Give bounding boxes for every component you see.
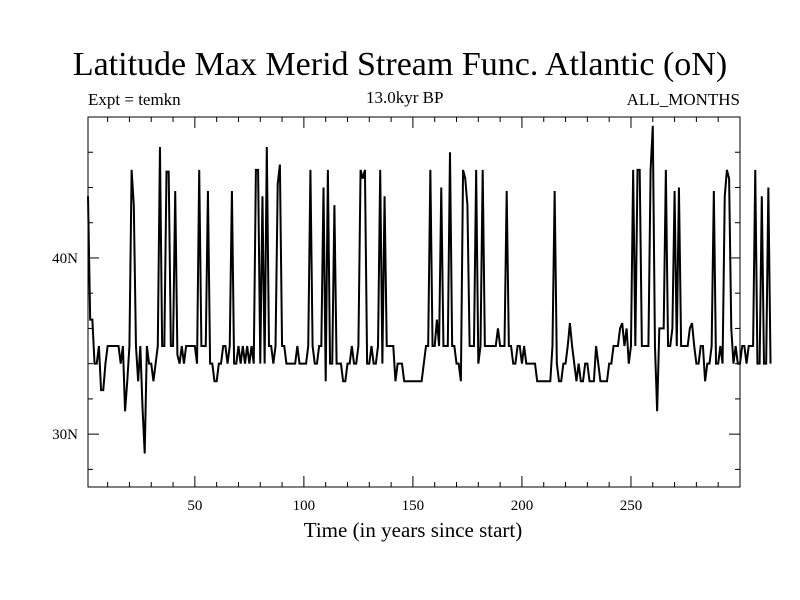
chart-title: Latitude Max Merid Stream Func. Atlantic… [72, 46, 728, 83]
x-tick-label: 250 [620, 498, 643, 514]
chart-subtitle: 13.0kyr BP [366, 88, 444, 107]
months-label: ALL_MONTHS [626, 90, 740, 109]
axis-tick-labels: 50 100 150 200 250 30N 40N [52, 251, 642, 514]
x-tick-label: 100 [293, 498, 316, 514]
plot-frame [87, 116, 741, 488]
x-axis-label: Time (in years since start) [303, 518, 523, 542]
x-tick-label: 200 [511, 498, 534, 514]
series-line [87, 125, 772, 454]
experiment-label: Expt = temkn [88, 90, 181, 109]
x-tick-label: 50 [187, 498, 202, 514]
x-tick-label: 150 [402, 498, 425, 514]
y-tick-label: 30N [52, 427, 78, 443]
axis-ticks [88, 116, 741, 487]
y-tick-label: 40N [52, 251, 78, 267]
